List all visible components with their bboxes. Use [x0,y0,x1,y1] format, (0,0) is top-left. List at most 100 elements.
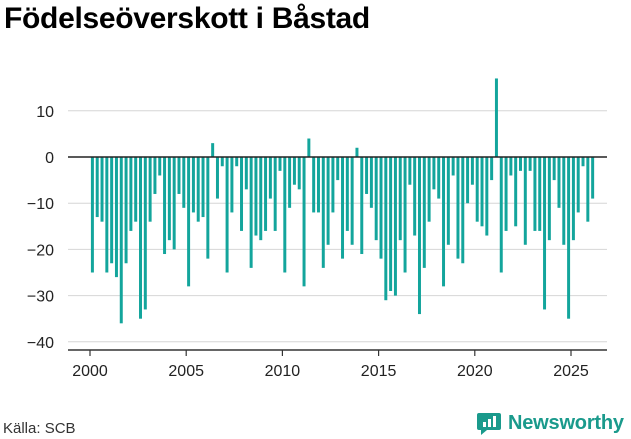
bar [302,157,306,287]
bar [490,157,494,181]
bar [581,157,585,167]
x-tick-label: 2010 [265,363,301,380]
bar [307,138,311,157]
bar [514,157,518,227]
bar [538,157,542,231]
bar [547,157,551,241]
bar [427,157,431,222]
x-axis [68,349,607,356]
bar [369,157,373,208]
bar [119,157,123,324]
bar [201,157,205,218]
bar [283,157,287,273]
bar [143,157,147,310]
newsworthy-logo[interactable]: Newsworthy [476,409,624,437]
bar [240,157,244,231]
bar [297,157,301,190]
bar [345,157,349,231]
bar [336,157,340,181]
bar [110,157,114,264]
bar [355,147,359,157]
bar [268,157,272,199]
bar [509,157,513,176]
bar [557,157,561,208]
bar [187,157,191,287]
bar [292,157,296,185]
x-axis-labels: 2000 2005 2010 2015 2020 2025 [72,363,589,380]
bar [403,157,407,273]
bar [494,78,498,157]
bar [316,157,320,213]
bar [567,157,571,319]
bar [182,157,186,208]
bar [552,157,556,181]
bar [163,157,167,255]
bar [153,157,157,194]
bar [437,157,441,199]
bar [379,157,383,259]
bar [95,157,99,218]
bar [456,157,460,259]
y-tick-label: −10 [27,196,54,213]
bar [442,157,446,287]
bar [134,157,138,222]
x-tick-label: 2000 [72,363,108,380]
bar [408,157,412,185]
bar [167,157,171,241]
bar [475,157,479,222]
bar [528,157,532,171]
bar [220,157,224,167]
y-tick-label: 10 [36,104,54,121]
bar [90,157,94,273]
bar [191,157,195,213]
chart-title: Födelseöverskott i Båstad [4,2,370,35]
bar [533,157,537,231]
bar [586,157,590,222]
bar [264,157,268,231]
bar [259,157,263,241]
bar [312,157,316,213]
bar [244,157,248,190]
bar [398,157,402,241]
bar [331,157,335,213]
bar [451,157,455,176]
bar [206,157,210,259]
bar-chart: 10 0 −10 −20 −30 −40 2000 2005 2010 2015 2020 2025 [27,78,607,380]
bar [158,157,162,176]
bar [235,157,239,167]
bar [389,157,393,291]
bar [196,157,200,222]
bar [576,157,580,213]
bar [365,157,369,194]
brand-name: Newsworthy [508,411,624,434]
y-axis-labels: 10 0 −10 −20 −30 −40 [27,104,54,352]
bar-series [90,78,595,324]
x-tick-label: 2015 [361,363,397,380]
bar [393,157,397,296]
x-tick-label: 2020 [457,363,493,380]
bar [105,157,109,273]
bar [470,157,474,185]
bar [413,157,417,236]
newsworthy-logo-icon [477,413,501,435]
y-tick-label: −20 [27,242,54,259]
bar [230,157,234,213]
bar [446,157,450,245]
bar [172,157,176,250]
bar [374,157,378,241]
source-note: Källa: SCB [3,420,76,437]
bar [571,157,575,241]
bar [278,157,282,171]
bar [273,157,277,231]
bar [461,157,465,264]
bar [129,157,133,231]
y-tick-label: 0 [45,150,54,167]
bar [177,157,181,194]
y-tick-label: −40 [27,335,54,352]
bar [480,157,484,227]
bar [124,157,128,264]
bar [499,157,503,273]
bar [384,157,388,301]
bar [519,157,522,171]
bar [254,157,258,236]
